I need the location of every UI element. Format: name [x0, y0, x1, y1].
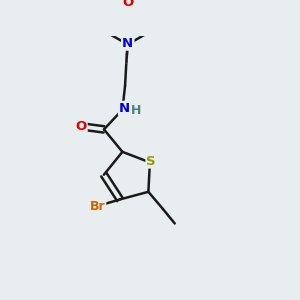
Text: O: O	[75, 120, 87, 133]
Text: N: N	[122, 36, 133, 49]
Text: O: O	[122, 0, 133, 9]
Text: S: S	[146, 154, 156, 168]
Text: Br: Br	[90, 200, 105, 212]
Text: N: N	[119, 102, 130, 115]
Text: N: N	[122, 37, 133, 50]
Text: H: H	[131, 104, 141, 117]
